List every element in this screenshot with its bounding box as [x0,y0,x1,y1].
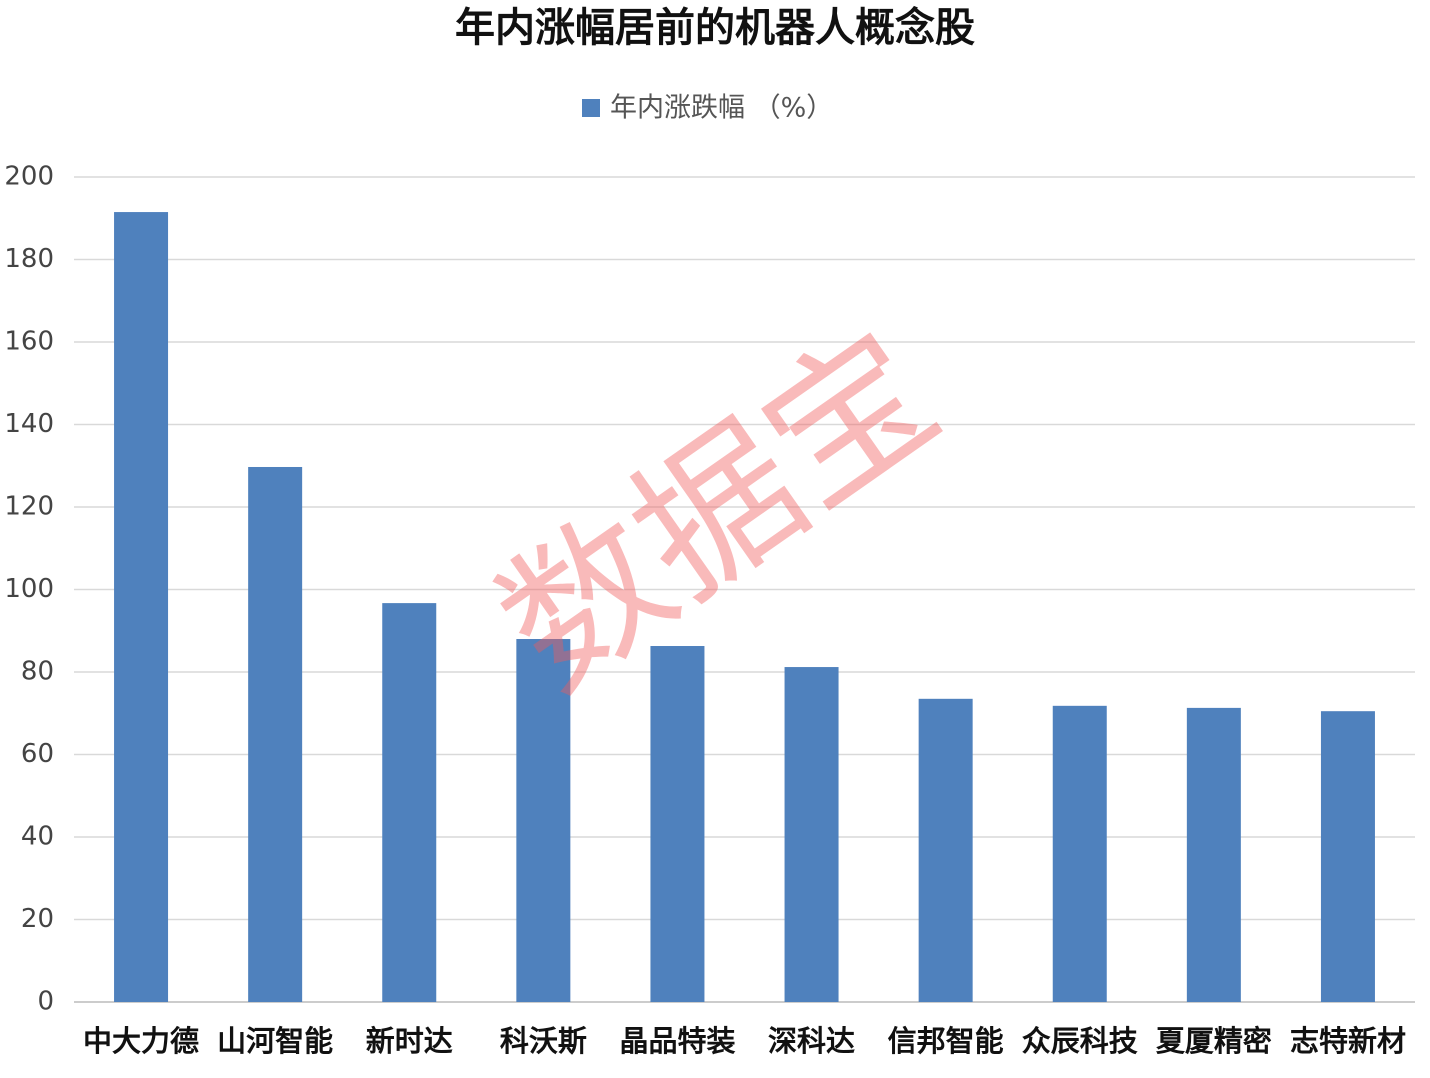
x-tick-label: 山河智能 [217,1024,333,1058]
legend-label: 年内涨跌幅 （%） [610,93,833,124]
x-tick-label: 中大力德 [83,1024,199,1058]
bar [248,466,303,1002]
x-tick-label: 志特新材 [1290,1024,1406,1058]
y-tick-label: 60 [21,739,54,769]
bar [1320,711,1375,1002]
y-tick-label: 120 [4,492,54,522]
y-tick-label: 80 [21,657,54,687]
bar [918,698,973,1002]
bar [1052,705,1107,1002]
y-tick-label: 0 [37,987,54,1017]
y-tick-label: 160 [4,327,54,357]
y-tick-label: 100 [4,574,54,604]
bar [516,639,571,1002]
bar [784,667,839,1002]
x-tick-label: 众辰科技 [1022,1024,1138,1058]
x-tick-label: 晶品特装 [619,1024,735,1058]
y-tick-label: 40 [21,822,54,852]
bar [114,212,169,1002]
x-tick-label: 夏厦精密 [1156,1024,1272,1058]
bar [382,603,437,1002]
chart-title: 年内涨幅居前的机器人概念股 [455,5,975,51]
y-tick-label: 200 [4,162,54,192]
y-tick-label: 140 [4,409,54,439]
y-tick-label: 180 [4,244,54,274]
x-tick-label: 科沃斯 [500,1024,587,1058]
bar [1186,707,1241,1002]
x-tick-label: 信邦智能 [888,1024,1004,1058]
bar [650,646,705,1002]
x-tick-label: 深科达 [768,1024,855,1058]
x-tick-label: 新时达 [366,1024,453,1058]
legend-swatch [582,99,600,117]
y-tick-label: 20 [21,904,54,934]
